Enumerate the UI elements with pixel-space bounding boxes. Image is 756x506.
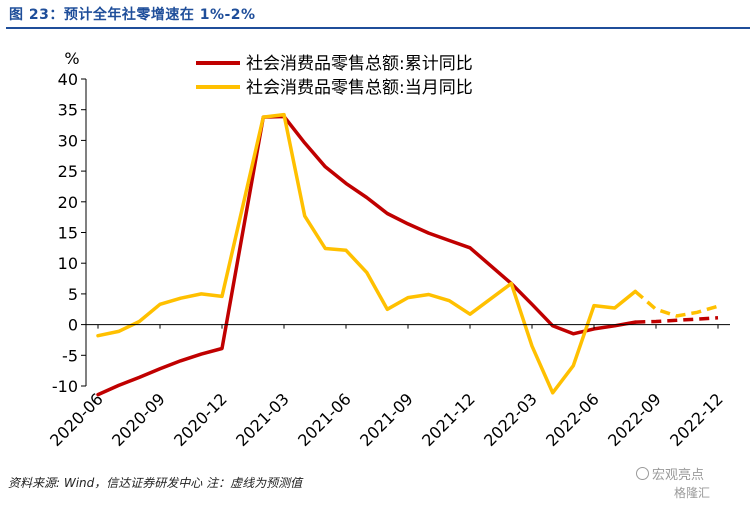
series-line-cumulative — [96, 114, 638, 397]
source-note: 资料来源: Wind，信达证券研发中心 注：虚线为预测值 — [8, 476, 303, 490]
x-tick-label: 2021-06 — [294, 389, 355, 450]
x-tick-label: 2021-09 — [356, 389, 417, 450]
x-tick-label: 2022-03 — [480, 389, 541, 450]
watermark-account: 宏观亮点 — [652, 468, 705, 483]
y-tick-label: -10 — [52, 377, 78, 396]
wechat-icon — [636, 467, 649, 480]
x-tick-label: 2021-03 — [232, 389, 293, 450]
legend-label: 社会消费品零售总额:当月同比 — [246, 78, 473, 98]
x-tick-label: 2020-09 — [108, 389, 169, 450]
title-divider — [6, 27, 750, 29]
y-axis-unit-label: % — [64, 49, 79, 68]
series-line-monthly — [96, 112, 638, 395]
y-tick-label: 0 — [68, 316, 78, 335]
series-forecast-monthly — [634, 290, 719, 318]
legend-label: 社会消费品零售总额:累计同比 — [246, 54, 473, 74]
y-tick-label: -5 — [62, 346, 78, 365]
x-tick-label: 2020-06 — [46, 389, 107, 450]
y-tick-label: 10 — [58, 254, 78, 273]
y-tick-label: 40 — [58, 70, 78, 89]
y-tick-label: 25 — [58, 162, 78, 181]
y-tick-label: 35 — [58, 101, 78, 120]
watermark: 宏观亮点 格隆汇 — [632, 462, 752, 502]
y-tick-label: 20 — [58, 193, 78, 212]
figure-title: 图 23：预计全年社零增速在 1%-2% — [9, 7, 256, 23]
x-tick-label: 2022-09 — [604, 389, 665, 450]
series-forecast-cumulative — [635, 316, 719, 324]
x-tick-label: 2022-06 — [542, 389, 603, 450]
x-tick-label: 2022-12 — [666, 389, 727, 450]
y-tick-label: 15 — [58, 224, 78, 243]
y-tick-label: 30 — [58, 131, 78, 150]
x-tick-label: 2020-12 — [170, 389, 231, 450]
watermark-brand: 格隆汇 — [674, 486, 711, 500]
line-chart: -10 -5 0 5 10 15 20 25 30 35 40 2020-06 2020-09 2020-… — [46, 49, 730, 450]
x-tick-label: 2021-12 — [418, 389, 479, 450]
y-tick-label: 5 — [68, 285, 78, 304]
